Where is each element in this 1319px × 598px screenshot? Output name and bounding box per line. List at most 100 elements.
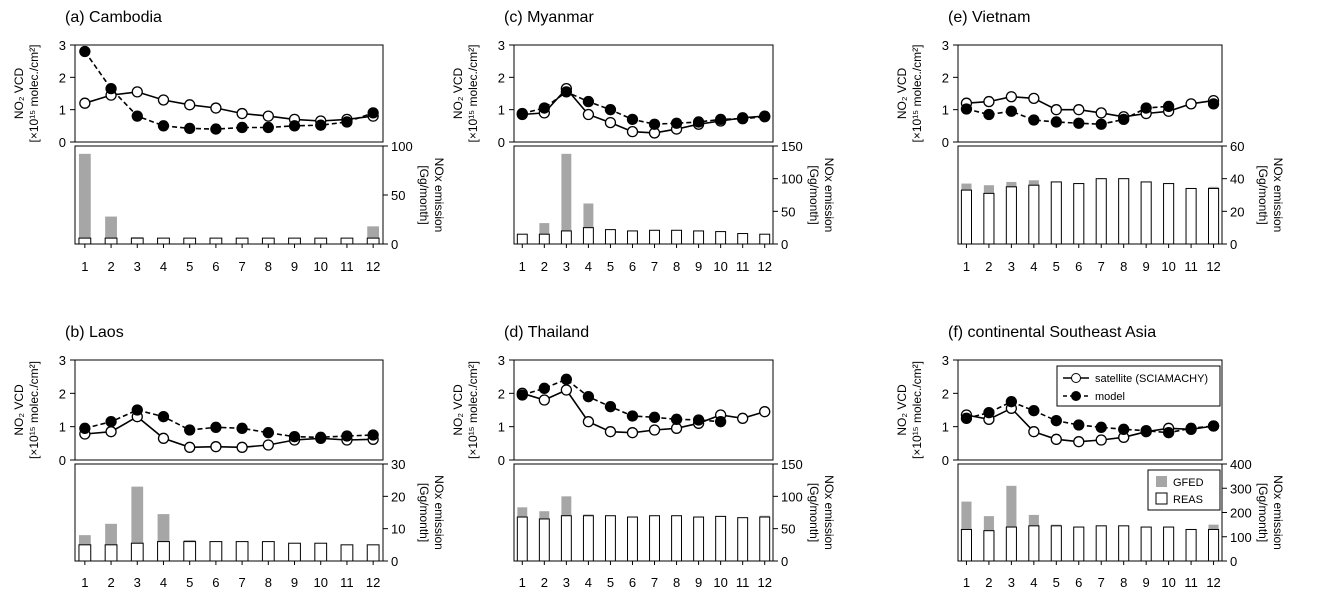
satellite-point xyxy=(236,441,248,453)
x-tick-label: 9 xyxy=(291,259,298,274)
legend-reas-label: REAS xyxy=(1173,494,1203,506)
bottom-y-tick-label: 100 xyxy=(781,172,803,187)
x-tick-label: 2 xyxy=(107,259,114,274)
satellite-point xyxy=(983,95,995,108)
x-tick-label: 11 xyxy=(1184,575,1198,590)
bottom-plot-frame xyxy=(513,145,774,245)
bottom-y-tick-label: 150 xyxy=(781,457,803,472)
top-y-label-line1: NO₂ VCD xyxy=(895,68,909,120)
gfed-bar xyxy=(1006,485,1017,528)
x-tick-label: 10 xyxy=(313,259,327,274)
bottom-y-tick-label: 100 xyxy=(781,489,803,504)
x-tick-label: 10 xyxy=(713,259,727,274)
x-tick-label: 1 xyxy=(81,575,88,590)
bottom-y-label-line1: NOx emission xyxy=(1271,475,1285,550)
reas-bar xyxy=(104,544,118,562)
model-point xyxy=(262,121,274,134)
model-point xyxy=(157,411,170,423)
reas-bar xyxy=(157,237,170,245)
bottom-plot-frame xyxy=(957,145,1223,245)
reas-bar xyxy=(261,541,275,562)
x-tick-label: 2 xyxy=(985,259,992,274)
bottom-y-label-line1: NOx emission xyxy=(1271,158,1285,233)
model-series xyxy=(960,98,1220,130)
gfed-bar xyxy=(1028,180,1039,186)
model-point xyxy=(983,108,995,121)
x-tick-label: 5 xyxy=(186,575,193,590)
model-point xyxy=(1140,102,1152,114)
x-tick-label: 12 xyxy=(757,259,771,274)
model-line xyxy=(522,378,721,423)
x-tick-label: 5 xyxy=(1053,259,1060,274)
satellite-line xyxy=(966,95,1214,118)
top-y-label-line1: NO₂ VCD xyxy=(12,384,26,436)
model-point xyxy=(1118,423,1130,435)
bottom-y-tick-label: 40 xyxy=(1230,172,1244,187)
x-tick-label: 1 xyxy=(81,259,88,274)
reas-bar xyxy=(1163,183,1175,245)
reas-bar xyxy=(582,515,594,562)
reas-bar xyxy=(582,227,594,245)
x-tick-label: 4 xyxy=(585,575,592,590)
x-tick-label: 3 xyxy=(563,575,570,590)
legend-reas-swatch xyxy=(1155,492,1168,505)
reas-bar xyxy=(78,237,92,245)
bottom-y-tick-label: 0 xyxy=(781,237,788,252)
gfed-bar xyxy=(961,501,972,530)
reas-bar xyxy=(671,515,683,562)
bottom-y-tick-label: 20 xyxy=(1230,204,1244,219)
model-point xyxy=(604,401,617,413)
reas-bar xyxy=(1207,528,1220,562)
x-tick-label: 5 xyxy=(186,259,193,274)
reas-bar xyxy=(737,517,749,562)
top-y-tick-label: 2 xyxy=(498,70,505,85)
x-tick-label: 1 xyxy=(519,575,526,590)
reas-bar xyxy=(288,542,301,562)
legend-gfed-swatch xyxy=(1156,476,1167,487)
model-point xyxy=(236,422,248,434)
model-point xyxy=(367,429,379,441)
reas-bar xyxy=(538,518,550,562)
model-point xyxy=(288,431,301,443)
model-point xyxy=(560,86,573,98)
x-tick-label: 7 xyxy=(1098,259,1105,274)
reas-bar xyxy=(183,541,197,562)
gfed-bar xyxy=(367,226,380,239)
bottom-y-tick-label: 50 xyxy=(391,188,405,203)
legend-model-label: model xyxy=(1095,391,1125,403)
reas-bar xyxy=(1073,526,1085,562)
satellite-point xyxy=(184,441,196,453)
bottom-y-tick-label: 100 xyxy=(391,139,413,154)
top-y-tick-label: 2 xyxy=(942,386,949,401)
model-point xyxy=(759,111,771,123)
model-point xyxy=(157,120,170,132)
reas-bar xyxy=(1005,186,1017,245)
satellite-series xyxy=(960,402,1220,448)
x-tick-label: 11 xyxy=(340,259,354,274)
reas-bar xyxy=(1028,184,1040,245)
top-y-tick-label: 2 xyxy=(59,386,66,401)
reas-bar xyxy=(183,237,197,245)
bottom-y-label-line2: [Gg/month] xyxy=(1256,483,1270,542)
model-point xyxy=(315,431,327,443)
reas-bar xyxy=(1163,526,1175,562)
model-point xyxy=(582,391,595,403)
gfed-bar xyxy=(961,183,972,191)
top-plot-frame xyxy=(513,359,774,461)
top-y-tick-label: 2 xyxy=(498,386,505,401)
top-plot-frame xyxy=(957,44,1223,143)
top-y-label-line1: NO₂ VCD xyxy=(451,384,465,436)
legend-model-marker xyxy=(1071,391,1081,401)
reas-bar xyxy=(960,528,973,562)
reas-bar xyxy=(261,237,275,245)
reas-bar xyxy=(737,233,749,245)
satellite-point xyxy=(262,439,274,451)
x-tick-label: 2 xyxy=(541,575,548,590)
top-y-tick-label: 1 xyxy=(59,420,66,435)
reas-bar xyxy=(235,237,249,245)
satellite-line xyxy=(522,388,765,434)
model-point xyxy=(538,102,550,114)
satellite-series xyxy=(516,384,771,439)
satellite-point xyxy=(626,427,639,439)
